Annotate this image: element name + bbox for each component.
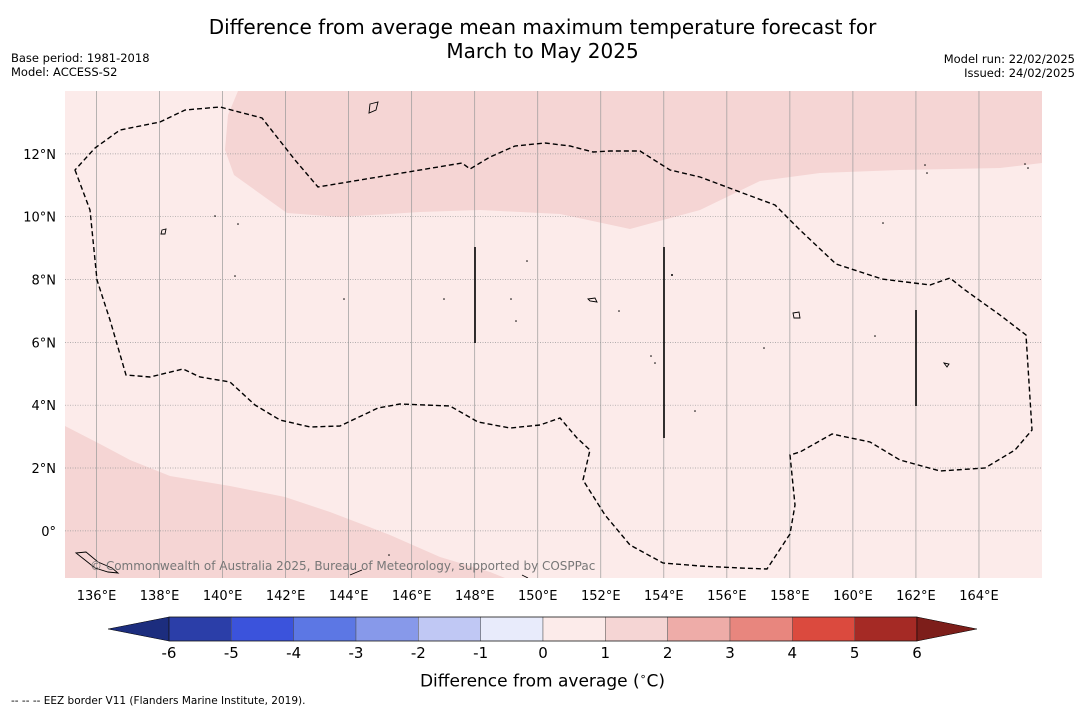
latitude-tick-label: 12°N bbox=[23, 148, 56, 163]
colorbar-cell bbox=[293, 616, 357, 642]
longitude-tick-label: 138°E bbox=[140, 589, 180, 604]
colorbar-cell bbox=[542, 616, 606, 642]
colorbar-cells bbox=[168, 616, 918, 642]
colorbar-cell bbox=[854, 616, 918, 642]
model-run: Model run: 22/02/2025 bbox=[943, 52, 1075, 66]
base-period: Base period: 1981-2018 bbox=[11, 51, 150, 65]
latitude-tick-label: 0° bbox=[41, 525, 56, 540]
colorbar-tick-label: 3 bbox=[725, 644, 735, 662]
longitude-tick-label: 142°E bbox=[266, 589, 306, 604]
title-line-1: Difference from average mean maximum tem… bbox=[208, 15, 877, 39]
copyright-credit: © Commonwealth of Australia 2025, Bureau… bbox=[90, 559, 595, 573]
island bbox=[587, 297, 598, 303]
islands bbox=[74, 101, 950, 578]
colorbar-title-text: Difference from average ( bbox=[419, 671, 640, 692]
anomaly-1-2-north-region bbox=[225, 91, 1042, 229]
run-info: Model run: 22/02/2025 Issued: 24/02/2025 bbox=[944, 52, 1075, 80]
colorbar-tick-label: -4 bbox=[286, 644, 301, 662]
colorbar-tick-label: 6 bbox=[912, 644, 922, 662]
longitude-tick-label: 140°E bbox=[203, 589, 243, 604]
colorbar-cell bbox=[355, 616, 419, 642]
latitude-tick-label: 2°N bbox=[32, 462, 57, 477]
longitude-tick-label: 136°E bbox=[77, 589, 117, 604]
island bbox=[792, 311, 801, 319]
latitude-tick-label: 10°N bbox=[23, 211, 56, 226]
island bbox=[160, 228, 167, 235]
map-title: Difference from average mean maximum tem… bbox=[0, 15, 1085, 63]
colorbar-tick-label: 1 bbox=[601, 644, 611, 662]
eez-border bbox=[74, 106, 1033, 570]
colorbar-cell bbox=[729, 616, 793, 642]
exclusion-lines bbox=[474, 247, 917, 438]
colorbar-tick-label: -2 bbox=[411, 644, 426, 662]
colorbar-cell bbox=[418, 616, 481, 642]
longitude-tick-label: 152°E bbox=[581, 589, 621, 604]
colorbar-cell bbox=[605, 616, 668, 642]
island-dots bbox=[214, 163, 1029, 556]
colorbar-cell bbox=[231, 616, 294, 642]
colorbar-tick-label: 4 bbox=[788, 644, 798, 662]
colorbar: -6 -5 -4 -3 -2 -1 0 1 2 3 4 5 6 bbox=[107, 616, 978, 662]
colorbar-tick-label: -6 bbox=[162, 644, 177, 662]
latitude-labels: 12°N 10°N 8°N 6°N 4°N 2°N 0° bbox=[23, 148, 56, 540]
longitude-tick-label: 148°E bbox=[455, 589, 495, 604]
colorbar-tick-label: 2 bbox=[663, 644, 673, 662]
longitude-tick-label: 146°E bbox=[392, 589, 432, 604]
colorbar-low-extension bbox=[107, 616, 170, 642]
latitude-tick-label: 8°N bbox=[32, 274, 57, 289]
longitude-tick-label: 162°E bbox=[896, 589, 936, 604]
longitude-tick-label: 154°E bbox=[644, 589, 684, 604]
longitude-tick-label: 156°E bbox=[707, 589, 747, 604]
colorbar-title-unit: C) bbox=[646, 671, 666, 692]
longitude-tick-label: 144°E bbox=[329, 589, 369, 604]
latitude-tick-label: 6°N bbox=[32, 336, 57, 351]
colorbar-cell bbox=[480, 616, 544, 642]
coastline bbox=[74, 551, 120, 574]
longitude-tick-label: 164°E bbox=[959, 589, 999, 604]
colorbar-tick-label: -3 bbox=[349, 644, 364, 662]
island bbox=[368, 101, 379, 114]
longitude-tick-label: 150°E bbox=[518, 589, 558, 604]
colorbar-high-extension bbox=[916, 616, 978, 642]
colorbar-title: Difference from average (∘C) bbox=[0, 670, 1085, 692]
island bbox=[349, 569, 363, 576]
colorbar-tick-label: -5 bbox=[224, 644, 239, 662]
issued-date: Issued: 24/02/2025 bbox=[964, 66, 1075, 80]
colorbar-cell bbox=[792, 616, 855, 642]
longitude-tick-label: 160°E bbox=[833, 589, 873, 604]
model-name: Model: ACCESS-S2 bbox=[11, 65, 118, 79]
island bbox=[942, 362, 950, 368]
island bbox=[521, 574, 529, 578]
eez-footnote: -- -- -- EEZ border V11 (Flanders Marine… bbox=[11, 695, 306, 707]
base-info: Base period: 1981-2018 Model: ACCESS-S2 bbox=[11, 51, 150, 79]
colorbar-cell bbox=[168, 616, 232, 642]
colorbar-tick-labels: -6 -5 -4 -3 -2 -1 0 1 2 3 4 5 6 bbox=[162, 644, 922, 662]
longitude-labels: 136°E 138°E 140°E 142°E 144°E 146°E 148°E 150°E… bbox=[77, 589, 999, 604]
degree-symbol: ∘ bbox=[639, 670, 647, 683]
colorbar-tick-label: 5 bbox=[850, 644, 860, 662]
colorbar-cell bbox=[667, 616, 731, 642]
longitude-tick-label: 158°E bbox=[770, 589, 810, 604]
colorbar-tick-label: -1 bbox=[473, 644, 488, 662]
latitude-tick-label: 4°N bbox=[32, 399, 57, 414]
colorbar-tick-label: 0 bbox=[538, 644, 548, 662]
map-panel: © Commonwealth of Australia 2025, Bureau… bbox=[23, 91, 1042, 604]
anomaly-1-2-south-region bbox=[65, 426, 505, 578]
title-line-2: March to May 2025 bbox=[446, 39, 639, 63]
